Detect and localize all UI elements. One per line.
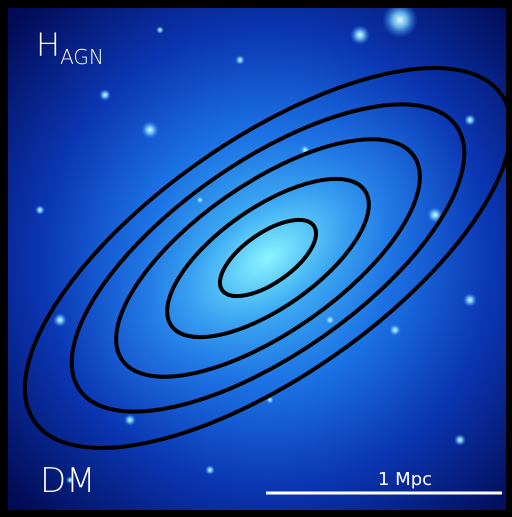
image [0, 0, 512, 517]
corner-label: DM [40, 461, 96, 501]
scale-bar-label: 1 Mpc [378, 469, 432, 490]
simulation-panel: HAGN DM 1 Mpc [0, 0, 512, 517]
title-main: H [36, 26, 60, 64]
title-subscript: AGN [60, 45, 104, 69]
